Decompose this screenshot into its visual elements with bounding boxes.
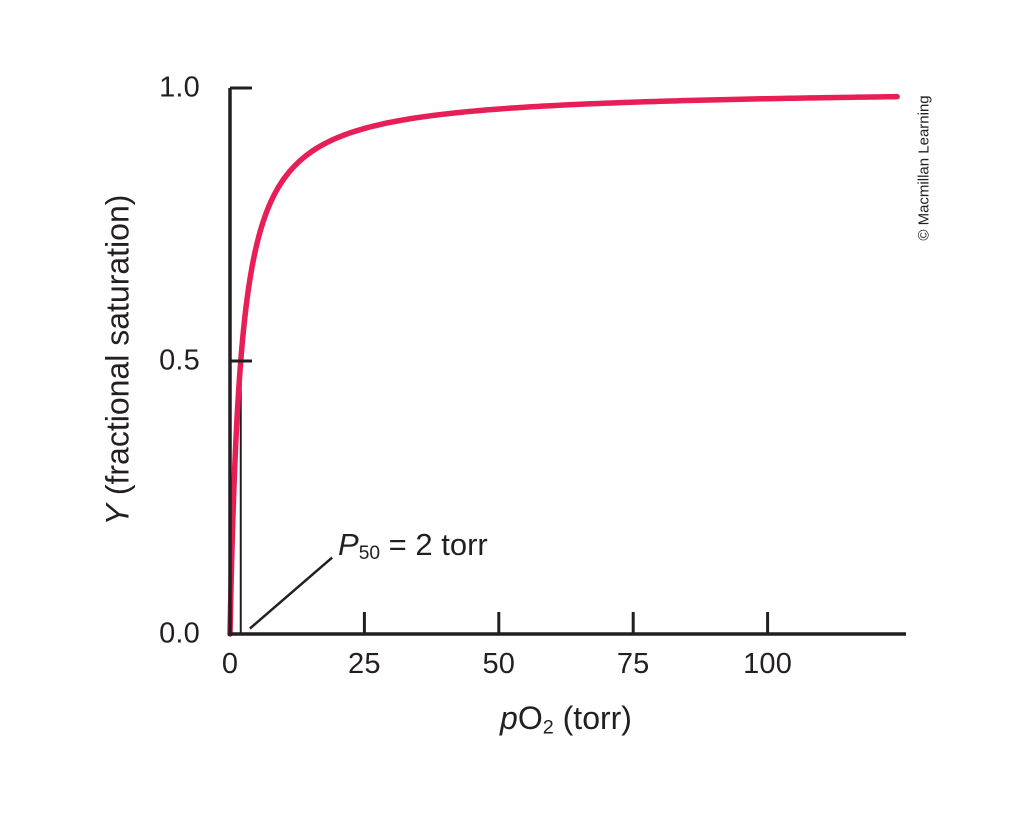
- x-tick-label: 25: [348, 648, 381, 680]
- x-axis-label-symbol: p: [500, 700, 518, 736]
- x-axis-label-units: (torr): [553, 700, 632, 736]
- x-axis-label-species: O: [517, 700, 543, 736]
- x-tick-label: 75: [616, 648, 650, 680]
- p50-value: = 2 torr: [380, 527, 488, 562]
- x-axis-label: pO2 (torr): [500, 700, 632, 739]
- y-tick-label: 1.0: [159, 71, 200, 104]
- y-axis-label: Y (fractional saturation): [100, 195, 137, 526]
- p50-annotation: P50 = 2 torr: [338, 527, 488, 565]
- annotation-pointer-line: [249, 556, 333, 630]
- y-tick-label: 0.0: [159, 617, 200, 650]
- x-tick-label: 0: [221, 648, 239, 680]
- y-tick-label: 0.5: [159, 344, 200, 377]
- x-tick-label: 100: [743, 648, 793, 680]
- binding-curve: [227, 93, 900, 637]
- y-axis-label-text: (fractional saturation): [99, 194, 136, 505]
- x-axis-label-subscript: 2: [542, 716, 554, 739]
- x-tick-label: 50: [482, 648, 516, 680]
- p50-symbol: P: [338, 527, 359, 562]
- y-axis-label-symbol: Y: [99, 504, 136, 526]
- p50-subscript: 50: [358, 543, 381, 565]
- credit-text: © Macmillan Learning: [915, 95, 933, 241]
